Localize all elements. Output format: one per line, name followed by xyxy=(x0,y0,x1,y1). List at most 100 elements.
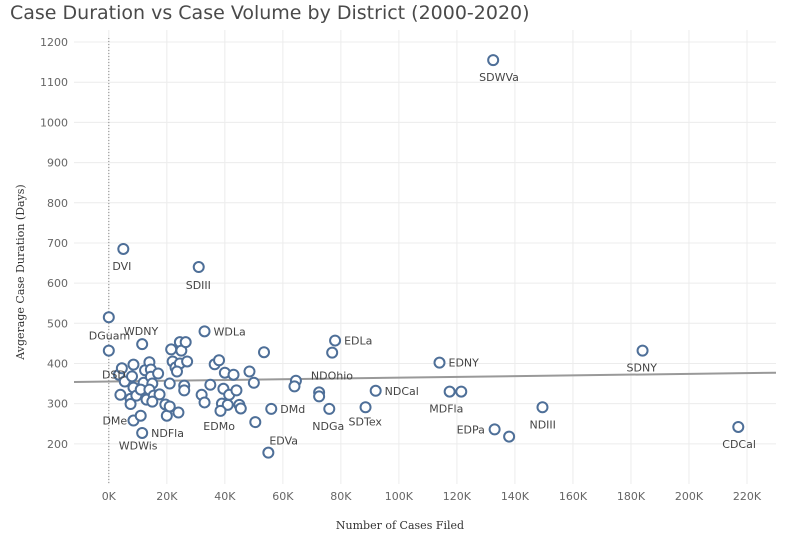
data-point xyxy=(204,378,217,391)
point-label: SDNY xyxy=(627,362,658,375)
point-label: SDTex xyxy=(349,415,383,428)
data-point xyxy=(359,401,372,414)
data-point xyxy=(102,311,115,324)
data-point xyxy=(124,398,137,411)
data-point xyxy=(214,404,227,417)
point-label: CDCal xyxy=(722,438,756,451)
data-point xyxy=(369,384,382,397)
data-point xyxy=(288,380,301,393)
point-label: EDVa xyxy=(269,435,298,448)
data-point xyxy=(258,346,271,359)
trend-line xyxy=(73,371,777,383)
point-label: DMe xyxy=(102,415,127,428)
point-label: MDFla xyxy=(429,403,463,416)
data-point xyxy=(227,368,240,381)
point-label: EDNY xyxy=(449,357,480,370)
x-tick-label: 120K xyxy=(443,490,472,503)
y-tick-label: 1000 xyxy=(40,116,68,129)
x-tick-label: 100K xyxy=(385,490,414,503)
data-points-layer xyxy=(102,54,745,459)
data-point xyxy=(503,430,516,443)
point-label: NDOhio xyxy=(311,370,353,383)
x-tick-label: 140K xyxy=(501,490,530,503)
data-point xyxy=(126,370,139,383)
data-point xyxy=(732,420,745,433)
data-point xyxy=(213,354,226,367)
data-point xyxy=(636,344,649,357)
tick-label-layer: 0K 20K 40K 60K 80K 100K 120K 140K 160K 180K 200K 22… xyxy=(40,36,762,503)
data-point xyxy=(230,384,243,397)
point-label: SDIII xyxy=(186,279,211,292)
y-tick-label: 300 xyxy=(47,398,68,411)
y-tick-label: 1100 xyxy=(40,76,68,89)
y-tick-label: 500 xyxy=(47,317,68,330)
data-point xyxy=(117,242,130,255)
y-tick-label: 800 xyxy=(47,197,68,210)
data-point xyxy=(487,54,500,67)
data-point xyxy=(127,358,140,371)
data-point xyxy=(134,409,147,422)
point-label: NDFla xyxy=(151,427,184,440)
data-point xyxy=(313,390,326,403)
data-point xyxy=(536,401,549,414)
data-point xyxy=(234,402,247,415)
data-point xyxy=(192,261,205,274)
x-axis-title: Number of Cases Filed xyxy=(336,519,464,532)
x-tick-label: 80K xyxy=(330,490,352,503)
data-point xyxy=(198,396,211,409)
y-tick-label: 1200 xyxy=(40,36,68,49)
data-point xyxy=(247,376,260,389)
point-label: DSD xyxy=(102,369,126,382)
y-tick-label: 600 xyxy=(47,277,68,290)
chart-title: Case Duration vs Case Volume by District… xyxy=(10,2,530,24)
data-point xyxy=(249,416,262,429)
data-point xyxy=(329,334,342,347)
data-point xyxy=(198,325,211,338)
data-point xyxy=(136,426,149,439)
trend-line-layer xyxy=(73,371,777,383)
point-label: EDPa xyxy=(457,423,485,436)
y-tick-label: 700 xyxy=(47,237,68,250)
x-tick-label: 180K xyxy=(617,490,646,503)
point-label: NDGa xyxy=(312,420,344,433)
point-label: EDMo xyxy=(203,420,235,433)
point-label: WDLa xyxy=(214,325,246,338)
point-label: SDWVa xyxy=(479,71,519,84)
x-tick-label: 60K xyxy=(272,490,294,503)
y-axis-title: Avgerage Case Duration (Days) xyxy=(14,184,27,360)
data-point xyxy=(146,395,159,408)
data-point xyxy=(243,365,256,378)
data-point xyxy=(323,402,336,415)
x-tick-label: 160K xyxy=(559,490,588,503)
data-point xyxy=(326,346,339,359)
x-tick-label: 20K xyxy=(156,490,178,503)
point-label: WDNY xyxy=(124,325,159,338)
data-point xyxy=(172,406,185,419)
point-label: DMd xyxy=(280,403,305,416)
data-point xyxy=(153,388,166,401)
data-point xyxy=(115,362,128,375)
y-tick-label: 200 xyxy=(47,438,68,451)
point-label: DVI xyxy=(112,260,131,273)
grid-layer xyxy=(74,30,776,484)
data-point xyxy=(488,423,501,436)
point-label: NDCal xyxy=(385,385,419,398)
x-tick-label: 0K xyxy=(102,490,117,503)
data-point xyxy=(170,365,183,378)
data-point xyxy=(443,385,456,398)
data-point xyxy=(455,385,468,398)
x-tick-label: 200K xyxy=(675,490,704,503)
data-point xyxy=(136,338,149,351)
data-point xyxy=(102,344,115,357)
data-point xyxy=(181,355,194,368)
data-point xyxy=(179,336,192,349)
data-point xyxy=(152,367,165,380)
x-tick-label: 220K xyxy=(733,490,762,503)
data-point xyxy=(262,446,275,459)
data-point xyxy=(163,400,176,413)
x-tick-label: 40K xyxy=(214,490,236,503)
point-label: DGuam xyxy=(89,329,130,342)
data-point xyxy=(163,377,176,390)
